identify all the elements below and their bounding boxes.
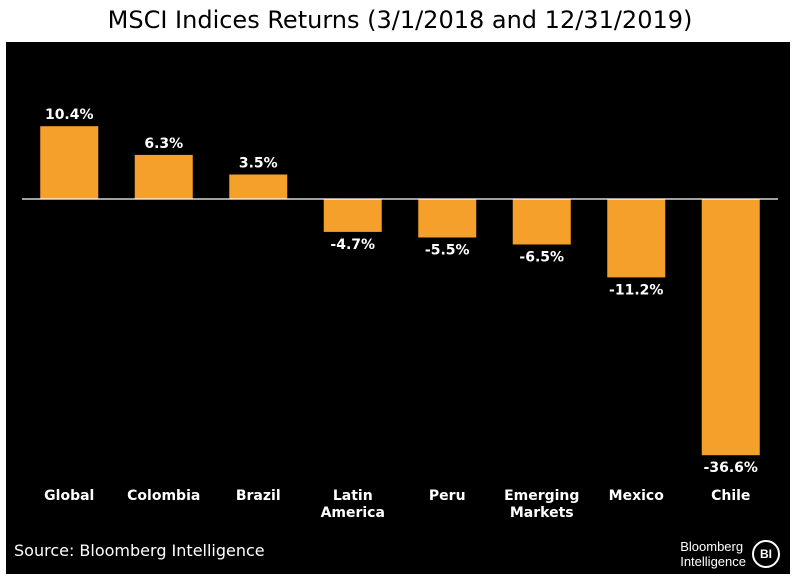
bar-3 bbox=[323, 199, 382, 232]
bar-2 bbox=[229, 174, 288, 199]
data-label-1: 6.3% bbox=[144, 136, 183, 152]
data-label-6: -11.2% bbox=[609, 282, 663, 298]
data-label-2: 3.5% bbox=[239, 156, 278, 172]
bar-chart: 10.4% Global 6.3% Colombia 3.5% Brazil -4.7% La… bbox=[22, 107, 778, 521]
brand-text: Bloomberg Intelligence bbox=[680, 539, 746, 569]
category-label-5: Emerging Markets bbox=[504, 488, 579, 521]
category-label-1: Colombia bbox=[127, 488, 200, 504]
category-label-0: Global bbox=[44, 488, 94, 504]
data-label-4: -5.5% bbox=[425, 243, 470, 259]
bi-logo-icon: BI bbox=[752, 540, 780, 568]
chart-title: MSCI Indices Returns (3/1/2018 and 12/31… bbox=[107, 6, 693, 34]
bar-5 bbox=[512, 199, 571, 245]
category-label-7: Chile bbox=[711, 488, 750, 504]
data-label-0: 10.4% bbox=[45, 107, 94, 123]
bar-4 bbox=[418, 199, 477, 238]
category-label-2: Brazil bbox=[236, 488, 281, 504]
bar-1 bbox=[134, 154, 193, 199]
brand-line-1: Bloomberg bbox=[680, 539, 744, 554]
category-label-3: Latin America bbox=[321, 488, 385, 521]
bloomberg-intelligence-logo: Bloomberg Intelligence BI bbox=[680, 536, 780, 572]
bar-7 bbox=[701, 199, 760, 456]
bar-6 bbox=[607, 199, 666, 278]
data-label-3: -4.7% bbox=[330, 237, 375, 253]
category-label-6: Mexico bbox=[609, 488, 665, 504]
chart-panel: 10.4% Global 6.3% Colombia 3.5% Brazil -4.7% La… bbox=[6, 42, 790, 574]
data-label-5: -6.5% bbox=[519, 250, 564, 266]
brand-line-2: Intelligence bbox=[680, 554, 746, 569]
source-note: Source: Bloomberg Intelligence bbox=[14, 541, 265, 560]
data-label-7: -36.6% bbox=[704, 460, 758, 476]
bar-0 bbox=[40, 126, 99, 199]
category-label-4: Peru bbox=[429, 488, 466, 504]
